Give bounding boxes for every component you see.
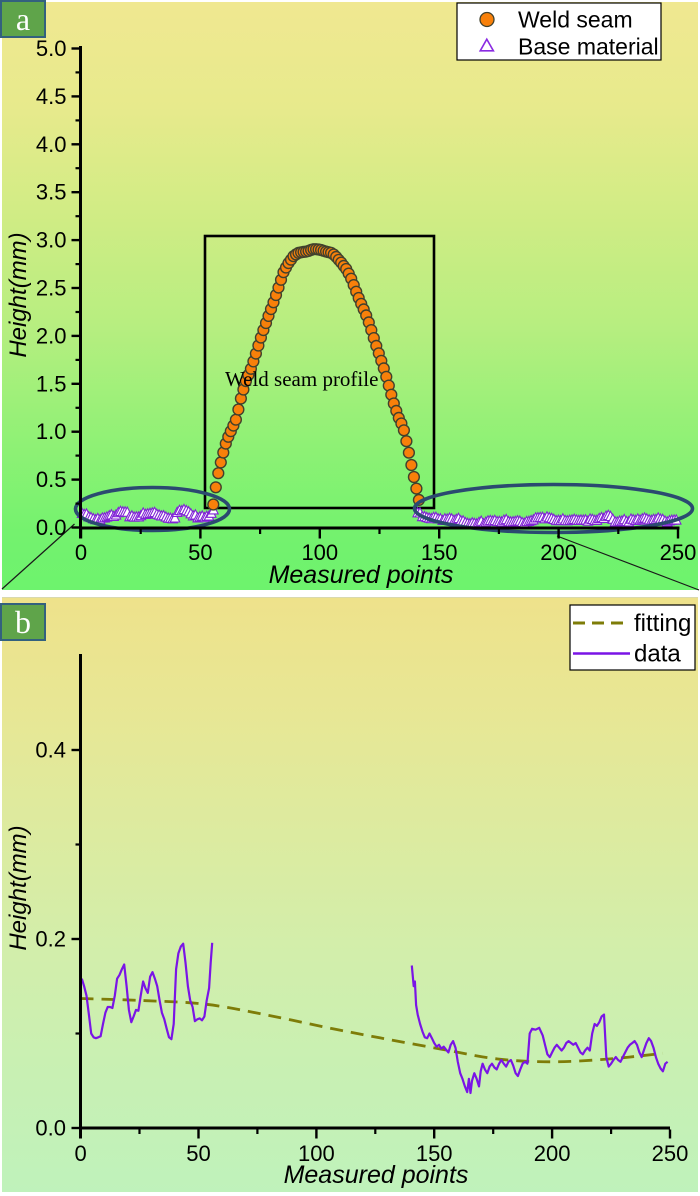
svg-text:Height(mm): Height(mm) [5,232,32,357]
svg-text:fitting: fitting [634,610,691,637]
svg-text:0.4: 0.4 [35,738,66,763]
svg-text:100: 100 [301,540,338,565]
svg-text:Measured points: Measured points [284,1161,469,1189]
svg-text:3.5: 3.5 [36,180,67,205]
svg-text:Height(mm): Height(mm) [5,825,32,950]
svg-text:4.0: 4.0 [36,132,67,157]
svg-text:250: 250 [660,540,697,565]
svg-text:0.0: 0.0 [35,1116,66,1141]
svg-text:50: 50 [186,1141,210,1166]
svg-text:a: a [16,1,30,37]
svg-text:Weld seam profile: Weld seam profile [225,367,378,391]
svg-text:150: 150 [421,540,458,565]
svg-text:2.5: 2.5 [36,276,67,301]
svg-text:1.0: 1.0 [36,419,67,444]
svg-text:200: 200 [540,540,577,565]
svg-text:2.0: 2.0 [36,323,67,348]
svg-text:0: 0 [75,540,87,565]
svg-text:50: 50 [188,540,212,565]
svg-text:1.5: 1.5 [36,371,67,396]
svg-text:0.5: 0.5 [36,467,67,492]
svg-text:0.0: 0.0 [36,515,67,540]
svg-text:100: 100 [298,1141,335,1166]
svg-text:Measured points: Measured points [269,561,454,589]
svg-text:200: 200 [534,1141,571,1166]
svg-text:0.2: 0.2 [35,927,66,952]
svg-text:Weld seam: Weld seam [518,7,633,33]
svg-text:5.0: 5.0 [36,36,67,61]
svg-text:3.0: 3.0 [36,228,67,253]
svg-text:150: 150 [416,1141,453,1166]
svg-text:b: b [15,604,31,640]
svg-text:0: 0 [74,1141,86,1166]
svg-text:250: 250 [652,1141,689,1166]
svg-text:Base material: Base material [518,34,659,60]
svg-text:data: data [634,641,681,668]
svg-text:4.5: 4.5 [36,84,67,109]
